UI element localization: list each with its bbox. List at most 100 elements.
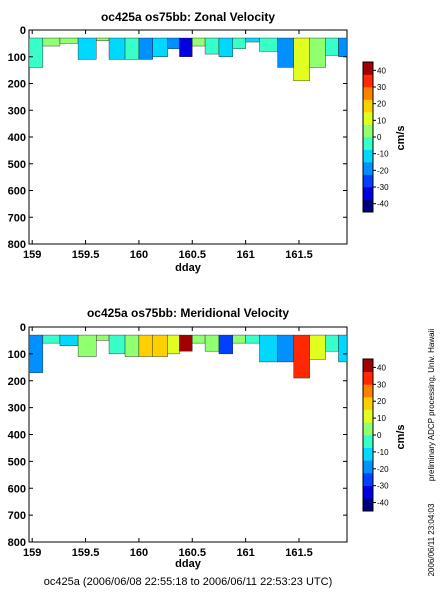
velocity-cell [232, 37, 246, 49]
velocity-cell [338, 37, 348, 57]
y-tick-label: 600 [8, 483, 26, 495]
y-tick-label: 800 [8, 239, 26, 251]
velocity-cell [338, 334, 348, 363]
meridional-title: oc425a os75bb: Meridional Velocity [87, 306, 289, 320]
colorbar-tick-label: 10 [377, 414, 386, 423]
x-tick-label: 161.5 [285, 547, 313, 559]
y-tick-label: 700 [8, 212, 26, 224]
colorbar-tick-label: -10 [377, 448, 389, 457]
velocity-cell [192, 334, 206, 344]
y-tick-label: 400 [8, 430, 26, 442]
velocity-cell [277, 37, 294, 68]
velocity-cell [124, 37, 140, 60]
zonal-velocity-panel: oc425a os75bb: Zonal Velocity 0100200300… [8, 10, 407, 274]
y-tick-label: 200 [8, 79, 26, 91]
y-tick-label: 100 [8, 349, 26, 361]
colorbar-tick-label: -40 [377, 200, 389, 209]
colorbar-segment [363, 371, 373, 385]
velocity-cell [293, 37, 310, 82]
velocity-cell [59, 37, 79, 44]
colorbar-tick-label: -10 [377, 150, 389, 159]
colorbar-segment [363, 149, 373, 163]
velocity-cell [167, 37, 180, 49]
y-tick-label: 100 [8, 52, 26, 64]
velocity-cell [277, 334, 294, 363]
y-tick-label: 200 [8, 376, 26, 388]
colorbar-tick-label: 40 [377, 363, 386, 372]
velocity-cell [77, 334, 97, 357]
colorbar-segment [363, 397, 373, 410]
colorbar-tick-label: -20 [377, 465, 389, 474]
velocity-cell [218, 334, 234, 355]
y-tick-label: 600 [8, 186, 26, 198]
colorbar-segment [363, 87, 373, 100]
velocity-cell [138, 37, 153, 60]
colorbar-tick-label: 10 [377, 116, 386, 125]
colorbar-segment [363, 485, 373, 499]
velocity-cell [192, 37, 206, 47]
zonal-colorbar-label: cm/s [395, 125, 407, 150]
colorbar-segment [363, 447, 373, 461]
y-tick-label: 300 [8, 105, 26, 117]
y-tick-label: 800 [8, 537, 26, 549]
colorbar-tick-label: 40 [377, 66, 386, 75]
colorbar-tick-label: -40 [377, 499, 389, 508]
x-tick-label: 159 [23, 547, 41, 559]
x-tick-label: 159 [23, 249, 41, 261]
velocity-cell [96, 37, 110, 41]
x-tick-label: 159.5 [72, 249, 100, 261]
x-tick-label: 161.5 [285, 249, 313, 261]
velocity-cell [218, 37, 234, 57]
x-tick-label: 160.5 [179, 249, 207, 261]
velocity-cell [245, 37, 260, 43]
x-tick-label: 161 [236, 249, 254, 261]
colorbar-segment [363, 409, 373, 423]
velocity-cell [42, 37, 61, 47]
colorbar-tick-label: 30 [377, 380, 386, 389]
zonal-x-axis-label: dday [175, 262, 202, 274]
colorbar-segment [363, 74, 373, 88]
x-tick-label: 161 [236, 547, 254, 559]
footer-time-range: oc425a (2006/06/08 22:55:18 to 2006/06/1… [44, 576, 332, 588]
y-tick-label: 300 [8, 403, 26, 415]
velocity-cell [325, 37, 339, 56]
y-tick-label: 0 [20, 322, 26, 334]
colorbar-tick-label: -20 [377, 166, 389, 175]
colorbar-tick-label: -30 [377, 183, 389, 192]
velocity-cell [152, 37, 168, 57]
velocity-cell [108, 37, 126, 60]
colorbar-segment [363, 99, 373, 113]
colorbar-tick-label: 0 [377, 431, 382, 440]
velocity-cell [259, 37, 278, 52]
x-tick-label: 160 [130, 249, 148, 261]
colorbar-segment [363, 199, 373, 213]
velocity-cell [124, 334, 140, 357]
meridional-colorbar-label: cm/s [395, 424, 407, 449]
velocity-cell [309, 37, 326, 68]
meridional-x-axis-label: dday [175, 558, 202, 570]
velocity-cell [204, 37, 220, 55]
zonal-title: oc425a os75bb: Zonal Velocity [101, 10, 275, 24]
velocity-cell [259, 334, 278, 363]
colorbar-segment [363, 498, 373, 512]
colorbar-segment [363, 384, 373, 398]
velocity-cell [96, 334, 110, 341]
y-tick-label: 700 [8, 510, 26, 522]
side-timestamp: 2006/06/11 23:04:03 [427, 503, 436, 576]
velocity-cell [293, 334, 310, 379]
colorbar-segment [363, 422, 373, 436]
velocity-cell [179, 37, 193, 57]
velocity-cell [28, 37, 44, 68]
velocity-cell [204, 334, 220, 352]
y-tick-label: 500 [8, 159, 26, 171]
x-tick-label: 159.5 [72, 547, 100, 559]
meridional-velocity-panel: oc425a os75bb: Meridional Velocity 01002… [8, 306, 407, 570]
velocity-cell [59, 334, 79, 347]
x-tick-label: 160 [130, 547, 148, 559]
velocity-cell [232, 334, 246, 344]
side-note: preliminary ADCP processing, Univ. Hawai… [427, 329, 436, 481]
velocity-cell [325, 334, 339, 352]
colorbar-segment [363, 359, 373, 372]
velocity-cell [77, 37, 97, 60]
colorbar-segment [363, 187, 373, 200]
